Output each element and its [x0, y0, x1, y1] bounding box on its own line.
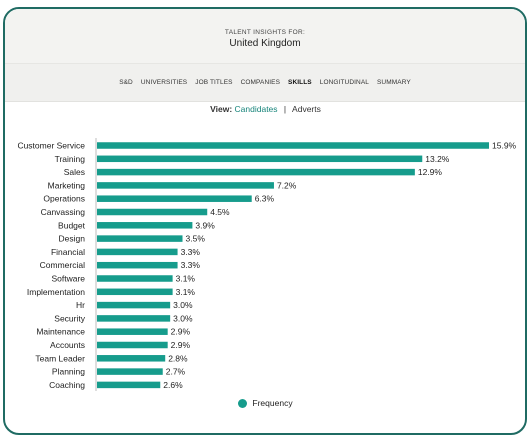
- value-label: 3.5%: [186, 234, 206, 244]
- chart-legend[interactable]: Frequency: [0, 398, 531, 408]
- bar[interactable]: [97, 341, 168, 349]
- bar[interactable]: [97, 222, 193, 229]
- value-label: 3.0%: [173, 313, 193, 323]
- category-label: Customer Service: [17, 141, 85, 151]
- value-label: 2.9%: [171, 327, 191, 337]
- bar[interactable]: [97, 355, 166, 362]
- tab-summary[interactable]: SUMMARY: [377, 79, 411, 86]
- view-label: View:: [210, 104, 233, 114]
- category-label: Financial: [51, 247, 85, 257]
- category-label: Team Leader: [35, 353, 85, 363]
- value-label: 3.1%: [176, 274, 196, 284]
- category-label: Coaching: [49, 380, 85, 390]
- tab-s-and-d[interactable]: S&D: [119, 79, 133, 86]
- value-label: 2.8%: [168, 353, 188, 363]
- header-country: United Kingdom: [229, 38, 301, 49]
- value-label: 3.3%: [181, 260, 201, 270]
- category-label: Software: [51, 274, 85, 284]
- view-adverts-link[interactable]: Adverts: [292, 104, 321, 114]
- legend-swatch: [238, 398, 248, 408]
- category-label: Design: [59, 234, 86, 244]
- tab-universities[interactable]: UNIVERSITIES: [140, 79, 188, 86]
- bar[interactable]: [97, 368, 163, 375]
- tab-longitudinal[interactable]: LONGITUDINAL: [319, 79, 369, 86]
- category-label: Budget: [58, 220, 86, 230]
- bar[interactable]: [97, 315, 171, 322]
- category-label: Maintenance: [36, 327, 85, 337]
- bar[interactable]: [97, 301, 171, 309]
- value-label: 12.9%: [418, 167, 443, 177]
- category-label: Accounts: [50, 340, 85, 350]
- category-label: Security: [54, 313, 85, 323]
- bar[interactable]: [97, 328, 168, 335]
- category-label: Commercial: [40, 260, 85, 270]
- value-label: 15.9%: [492, 141, 517, 151]
- category-label: Hr: [76, 300, 85, 310]
- category-label: Operations: [43, 194, 85, 204]
- value-label: 4.5%: [210, 207, 230, 217]
- value-label: 2.9%: [171, 340, 191, 350]
- bar[interactable]: [97, 288, 173, 296]
- value-label: 3.0%: [173, 300, 193, 310]
- bar[interactable]: [97, 248, 178, 256]
- value-label: 3.9%: [195, 220, 215, 230]
- category-label: Marketing: [48, 180, 86, 190]
- view-candidates-link[interactable]: Candidates: [234, 104, 278, 114]
- page-header: TALENT INSIGHTS FOR: United Kingdom: [5, 9, 525, 63]
- category-label: Planning: [52, 367, 85, 377]
- bar[interactable]: [97, 261, 178, 269]
- bar[interactable]: [97, 208, 208, 216]
- value-label: 3.1%: [176, 287, 196, 297]
- tab-companies[interactable]: COMPANIES: [240, 79, 281, 86]
- legend-label: Frequency: [252, 398, 293, 408]
- bar[interactable]: [97, 168, 415, 176]
- category-label: Sales: [64, 167, 85, 177]
- value-label: 13.2%: [425, 154, 450, 164]
- bar[interactable]: [97, 195, 252, 202]
- view-toggle: View: Candidates | Adverts: [0, 104, 531, 114]
- value-label: 7.2%: [277, 180, 297, 190]
- bar[interactable]: [97, 381, 161, 389]
- tab-job-titles[interactable]: JOB TITLES: [195, 79, 233, 86]
- header-kicker: TALENT INSIGHTS FOR:: [224, 29, 306, 36]
- bar[interactable]: [97, 155, 423, 163]
- bar[interactable]: [97, 235, 183, 242]
- value-label: 2.6%: [163, 380, 183, 390]
- view-separator: |: [283, 104, 287, 114]
- tab-skills[interactable]: SKILLS: [288, 79, 312, 86]
- section-nav: S&D UNIVERSITIES JOB TITLES COMPANIES SK…: [5, 63, 525, 102]
- value-label: 2.7%: [166, 367, 186, 377]
- insights-panel: TALENT INSIGHTS FOR: United Kingdom S&D …: [3, 7, 527, 435]
- bar[interactable]: [97, 142, 489, 149]
- bar[interactable]: [97, 275, 173, 282]
- category-label: Canvassing: [41, 207, 86, 217]
- bar[interactable]: [97, 182, 274, 189]
- value-label: 3.3%: [181, 247, 201, 257]
- value-label: 6.3%: [255, 194, 275, 204]
- category-label: Implementation: [27, 287, 85, 297]
- category-label: Training: [55, 154, 86, 164]
